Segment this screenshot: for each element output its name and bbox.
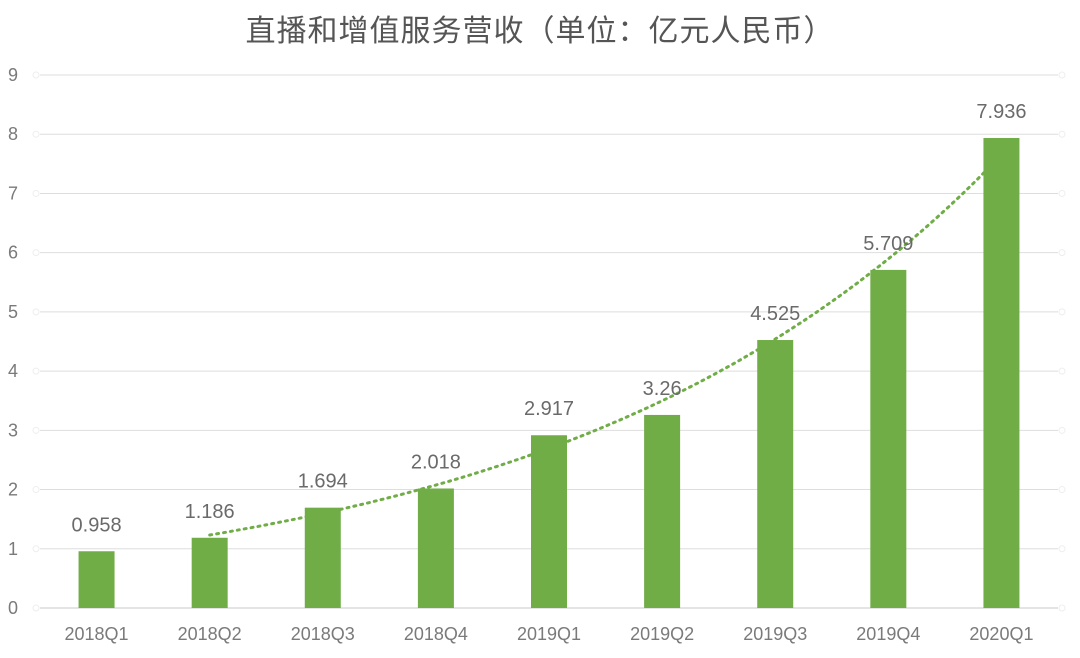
gridline-end-marker xyxy=(1058,604,1066,612)
trendline xyxy=(208,153,1003,537)
gridline-end-marker xyxy=(32,604,40,612)
gridline-end-marker xyxy=(1058,71,1066,79)
x-tick-label: 2019Q1 xyxy=(517,624,581,644)
y-tick-label: 8 xyxy=(8,124,18,144)
y-tick-label: 6 xyxy=(8,243,18,263)
y-tick-label: 5 xyxy=(8,302,18,322)
x-tick-label: 2020Q1 xyxy=(969,624,1033,644)
gridline-end-marker xyxy=(1058,249,1066,257)
gridline-end-marker xyxy=(32,426,40,434)
gridline-end-marker xyxy=(32,189,40,197)
y-tick-label: 3 xyxy=(8,420,18,440)
bar xyxy=(983,138,1020,608)
bar xyxy=(870,269,907,608)
data-label: 2.018 xyxy=(411,451,461,473)
y-tick-label: 4 xyxy=(8,361,18,381)
gridline-end-marker xyxy=(1058,486,1066,494)
data-label: 1.186 xyxy=(185,501,235,523)
gridline-end-marker xyxy=(32,367,40,375)
gridline-end-marker xyxy=(1058,189,1066,197)
x-tick-label: 2018Q3 xyxy=(291,624,355,644)
x-tick-label: 2019Q4 xyxy=(856,624,920,644)
gridline-end-marker xyxy=(1058,545,1066,553)
y-tick-label: 1 xyxy=(8,539,18,559)
bar xyxy=(417,488,454,608)
y-tick-label: 0 xyxy=(8,598,18,618)
data-label: 4.525 xyxy=(750,303,800,325)
data-label: 5.709 xyxy=(863,233,913,255)
gridline-end-marker xyxy=(1058,367,1066,375)
data-label: 1.694 xyxy=(298,471,348,493)
gridline-end-marker xyxy=(32,249,40,257)
data-label: 3.26 xyxy=(643,378,682,400)
gridline-end-marker xyxy=(1058,308,1066,316)
chart-title: 直播和增值服务营收（单位：亿元人民币） xyxy=(245,14,835,49)
data-label: 7.936 xyxy=(976,101,1026,123)
y-tick-label: 2 xyxy=(8,480,18,500)
data-label: 2.917 xyxy=(524,398,574,420)
bar xyxy=(644,414,681,608)
y-tick-label: 7 xyxy=(8,183,18,203)
x-tick-label: 2018Q4 xyxy=(404,624,468,644)
gridline-end-marker xyxy=(1058,130,1066,138)
bar xyxy=(757,340,794,608)
data-label: 0.958 xyxy=(72,514,122,536)
gridline-end-marker xyxy=(32,130,40,138)
x-tick-label: 2018Q1 xyxy=(65,624,129,644)
x-tick-label: 2018Q2 xyxy=(178,624,242,644)
gridline-end-marker xyxy=(32,545,40,553)
bar xyxy=(191,537,228,608)
bar xyxy=(531,435,567,608)
x-tick-label: 2019Q3 xyxy=(743,624,807,644)
x-tick-label: 2019Q2 xyxy=(630,624,694,644)
gridline-end-marker xyxy=(32,71,40,79)
y-tick-label: 9 xyxy=(8,65,18,85)
gridline-end-marker xyxy=(32,308,40,316)
bar xyxy=(304,507,341,608)
bar xyxy=(78,551,115,608)
gridline-end-marker xyxy=(32,486,40,494)
gridline-end-marker xyxy=(1058,426,1066,434)
